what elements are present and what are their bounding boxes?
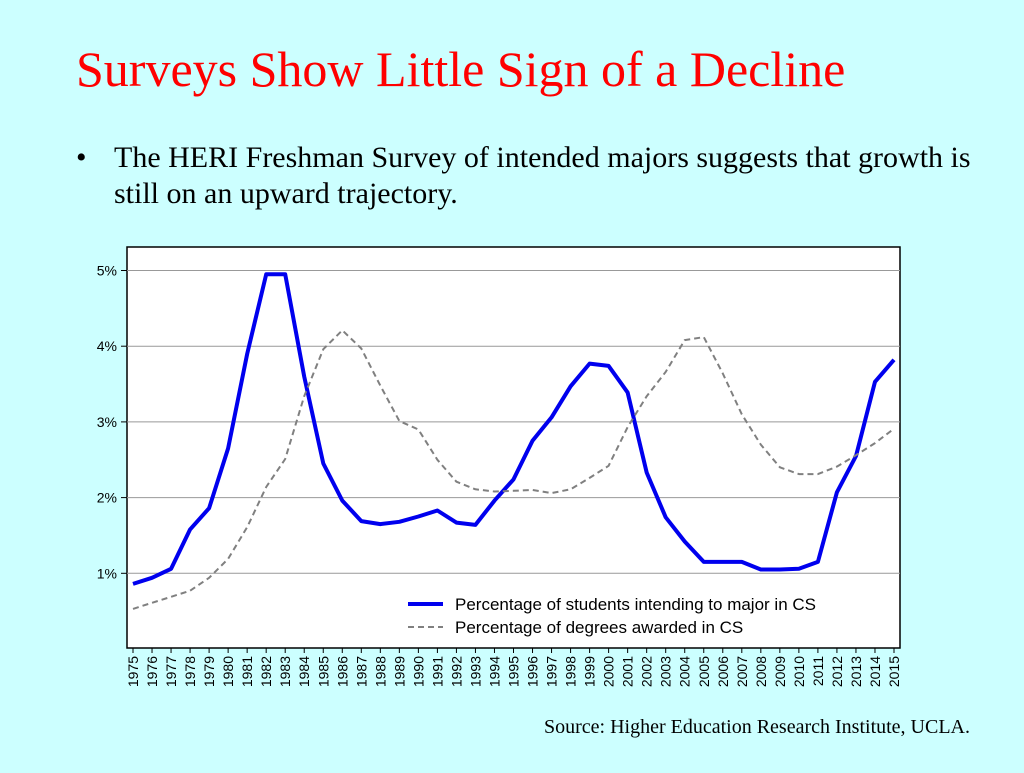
x-tick-label: 2006 (715, 656, 731, 687)
x-tick-label: 2014 (867, 656, 883, 687)
x-tick-label: 2003 (658, 656, 674, 687)
x-tick-label: 2011 (810, 656, 826, 686)
x-tick-label: 1993 (467, 656, 483, 687)
x-tick-label: 2004 (677, 656, 693, 687)
legend-label-degrees: Percentage of degrees awarded in CS (455, 618, 743, 637)
y-tick-label: 3% (97, 414, 117, 430)
x-tick-label: 1997 (544, 656, 560, 687)
x-tick-label: 1975 (125, 656, 141, 687)
x-tick-label: 2007 (734, 656, 750, 687)
x-tick-label: 1978 (182, 656, 198, 687)
x-tick-label: 1995 (506, 656, 522, 687)
y-tick-label: 4% (97, 338, 117, 354)
x-tick-label: 1976 (144, 656, 160, 687)
x-tick-label: 1985 (315, 656, 331, 687)
x-tick-label: 1984 (296, 656, 312, 687)
x-tick-label: 2012 (829, 656, 845, 687)
x-tick-label: 1988 (372, 656, 388, 687)
x-tick-label: 1992 (448, 656, 464, 687)
x-tick-label: 1989 (391, 656, 407, 687)
y-tick-label: 5% (97, 263, 117, 279)
x-tick-label: 2015 (886, 656, 902, 687)
x-tick-label: 1980 (220, 656, 236, 687)
x-tick-label: 1981 (239, 656, 255, 687)
y-tick-label: 2% (97, 490, 117, 506)
x-tick-label: 1983 (277, 656, 293, 687)
x-tick-label: 2013 (848, 656, 864, 687)
x-tick-label: 2001 (620, 656, 636, 687)
source-citation: Source: Higher Education Research Instit… (544, 716, 970, 739)
x-tick-label: 2000 (601, 656, 617, 687)
x-tick-label: 1996 (525, 656, 541, 687)
x-tick-label: 1991 (429, 656, 445, 687)
x-tick-label: 1982 (258, 656, 274, 687)
x-tick-label: 1986 (334, 656, 350, 687)
legend-label-intending: Percentage of students intending to majo… (455, 595, 816, 614)
x-tick-label: 1994 (486, 656, 502, 687)
x-tick-label: 2009 (772, 656, 788, 687)
x-tick-label: 1999 (582, 656, 598, 687)
x-tick-label: 1990 (410, 656, 426, 687)
x-tick-label: 1977 (163, 656, 179, 687)
x-tick-label: 2002 (639, 656, 655, 687)
x-tick-label: 1987 (353, 656, 369, 687)
plot-area (127, 247, 900, 648)
x-tick-label: 2010 (791, 656, 807, 687)
x-tick-label: 1998 (563, 656, 579, 687)
x-tick-label: 2005 (696, 656, 712, 687)
x-tick-label: 1979 (201, 656, 217, 687)
x-tick-label: 2008 (753, 656, 769, 687)
y-tick-label: 1% (97, 565, 117, 581)
